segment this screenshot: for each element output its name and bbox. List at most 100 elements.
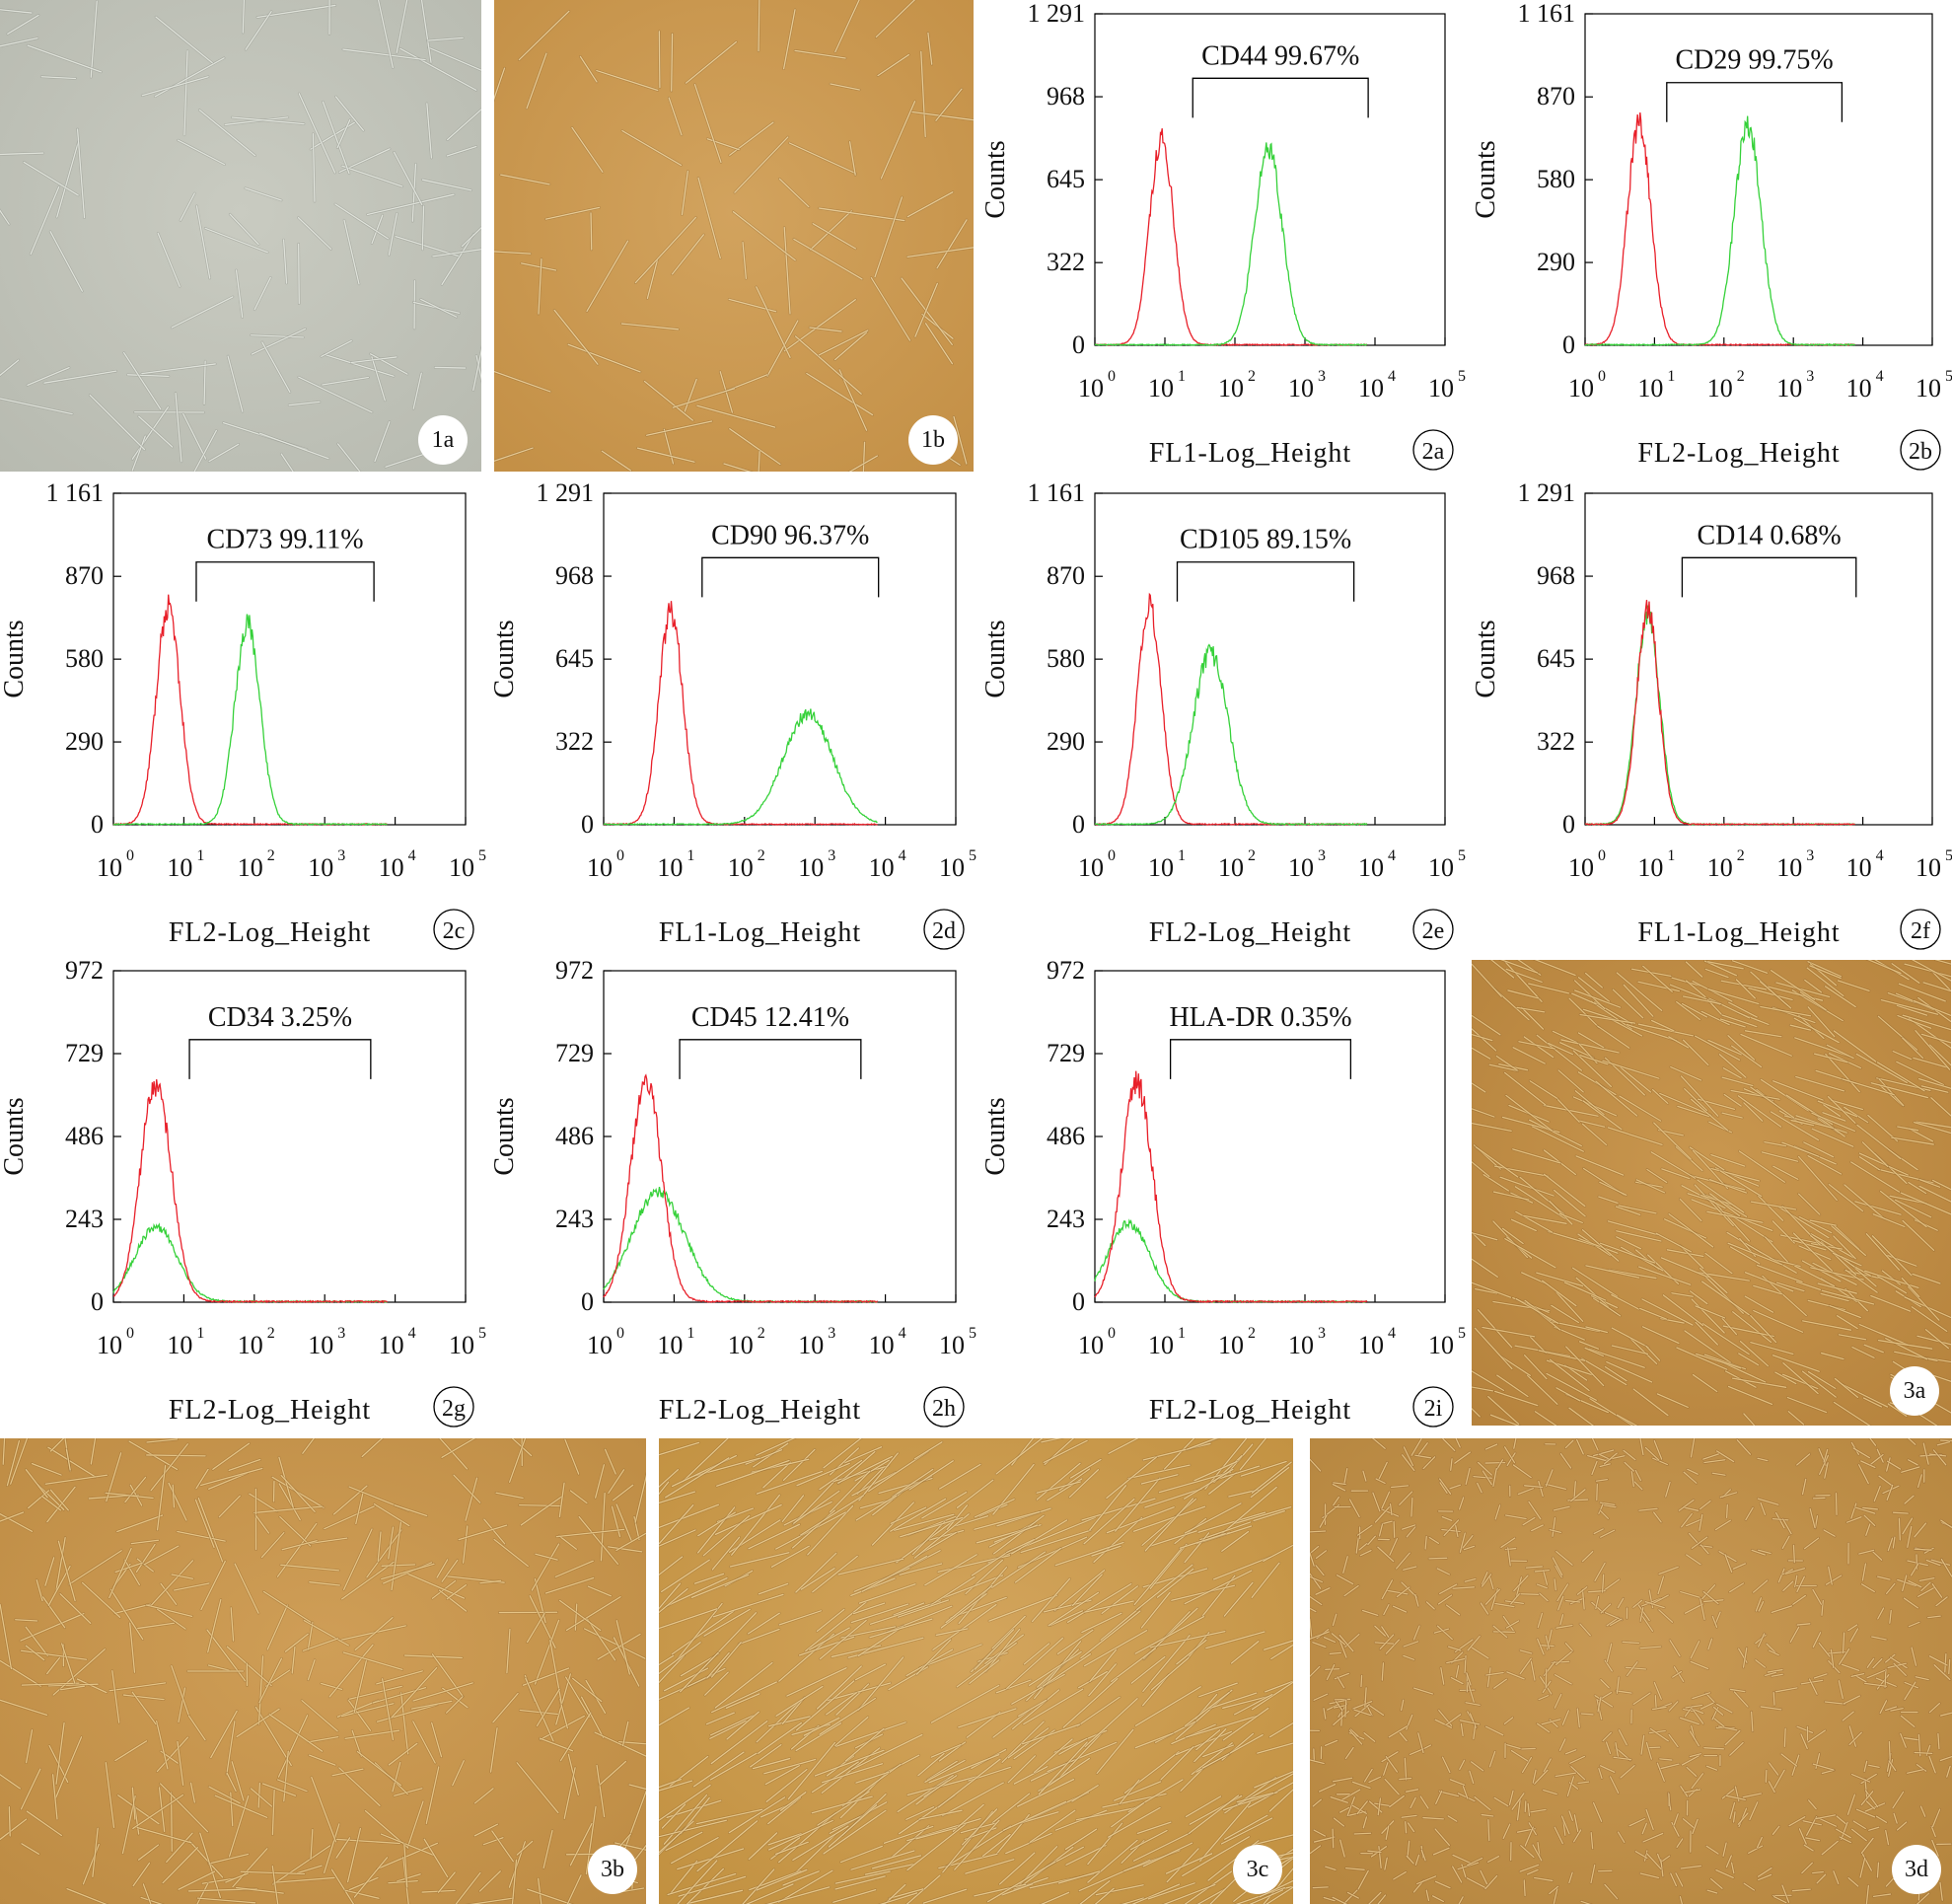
y-tick-label: 0 — [91, 1287, 104, 1316]
histogram-series — [1584, 112, 1855, 346]
panel-label: 2c — [443, 918, 466, 944]
x-tick-exponent: 1 — [1178, 1325, 1186, 1342]
gate-bracket — [1192, 77, 1369, 118]
x-tick-label: 10 — [167, 1331, 192, 1359]
y-tick-label: 0 — [581, 1287, 594, 1316]
x-tick-label: 10 — [1428, 374, 1454, 403]
x-axis-label: FL2-Log_Height — [1637, 438, 1840, 469]
x-tick-exponent: 2 — [1248, 1325, 1256, 1342]
micrograph-3a — [1472, 960, 1951, 1426]
x-tick-label: 10 — [167, 853, 192, 882]
x-tick-exponent: 5 — [1945, 847, 1952, 864]
x-tick-label: 10 — [1218, 853, 1244, 882]
panel-label-3a: 3a — [1890, 1366, 1939, 1416]
y-axis-label: Counts — [1471, 140, 1501, 218]
x-tick-label: 10 — [1637, 853, 1663, 882]
histogram-series — [603, 708, 878, 826]
x-tick-exponent: 2 — [1248, 847, 1256, 864]
gate-label: CD14 0.68% — [1697, 520, 1841, 550]
x-tick-exponent: 4 — [408, 847, 416, 864]
x-tick-label: 10 — [1218, 1331, 1244, 1359]
histogram-series — [1584, 600, 1855, 826]
y-tick-label: 0 — [1562, 330, 1575, 359]
gate-label: CD45 12.41% — [691, 1002, 849, 1033]
y-tick-label: 1 291 — [1518, 478, 1576, 507]
photo-1b: 1b — [494, 0, 974, 472]
x-tick-exponent: 3 — [1318, 1325, 1326, 1342]
y-axis-label: Counts — [489, 620, 520, 697]
y-tick-label: 290 — [1537, 248, 1575, 276]
micrograph-1b — [494, 0, 974, 472]
y-axis-label: Counts — [489, 1097, 520, 1175]
histogram-series — [1094, 643, 1368, 826]
histogram-series — [1584, 115, 1856, 346]
x-tick-exponent: 1 — [1178, 368, 1186, 385]
x-tick-label: 10 — [1916, 853, 1941, 882]
x-tick-exponent: 5 — [478, 847, 486, 864]
x-tick-exponent: 2 — [758, 847, 765, 864]
x-tick-exponent: 4 — [1388, 1325, 1396, 1342]
panel-label-circle — [1900, 909, 1941, 950]
x-tick-exponent: 3 — [1806, 847, 1814, 864]
x-tick-exponent: 5 — [969, 847, 976, 864]
x-tick-label: 10 — [449, 853, 474, 882]
x-tick-exponent: 0 — [1108, 368, 1116, 385]
x-tick-label: 10 — [308, 853, 333, 882]
y-tick-label: 645 — [1537, 644, 1575, 673]
x-tick-exponent: 4 — [1876, 847, 1884, 864]
x-tick-label: 10 — [1078, 1331, 1104, 1359]
x-tick-label: 10 — [1637, 374, 1663, 403]
y-tick-label: 243 — [1047, 1205, 1085, 1233]
y-tick-label: 729 — [1047, 1039, 1085, 1067]
chart-2a: 0 322 645 968 1 291 Counts 10 0 10 1 10 2 10 3 10 4 10 5 F… — [980, 0, 1466, 477]
x-tick-exponent: 4 — [408, 1325, 416, 1342]
x-tick-exponent: 0 — [1598, 847, 1606, 864]
x-axis-label: FL1-Log_Height — [659, 917, 861, 948]
panel-label: 2e — [1422, 918, 1445, 944]
chart-2h: 0 243 486 729 972 Counts 10 0 10 1 10 2 10 3 10 4 10 5 FL2… — [489, 956, 976, 1434]
panel-label-circle — [1900, 429, 1941, 471]
y-tick-label: 322 — [555, 727, 594, 756]
histogram-series — [1094, 592, 1368, 826]
x-tick-label: 10 — [1707, 374, 1733, 403]
x-tick-label: 10 — [379, 853, 404, 882]
x-tick-exponent: 2 — [267, 847, 275, 864]
histogram-series — [1094, 1070, 1368, 1304]
x-tick-label: 10 — [728, 853, 754, 882]
gate-bracket — [195, 561, 375, 602]
x-tick-exponent: 0 — [1598, 368, 1606, 385]
histogram-series — [112, 1222, 388, 1304]
x-axis-label: FL2-Log_Height — [1149, 1395, 1351, 1426]
x-tick-exponent: 0 — [1108, 1325, 1116, 1342]
histogram-series — [603, 1073, 879, 1304]
gate-label: CD73 99.11% — [206, 525, 363, 555]
x-tick-label: 10 — [238, 853, 263, 882]
photo-1a: 1a — [0, 0, 481, 472]
x-tick-label: 10 — [1148, 1331, 1174, 1359]
x-tick-label: 10 — [587, 853, 613, 882]
x-axis-label: FL1-Log_Height — [1637, 917, 1840, 948]
x-tick-exponent: 4 — [899, 847, 906, 864]
gate-bracket — [1681, 556, 1857, 598]
x-tick-label: 10 — [1846, 374, 1872, 403]
x-tick-label: 10 — [587, 1331, 613, 1359]
panel-label: 2b — [1909, 439, 1932, 465]
histogram-series — [1094, 142, 1368, 346]
gate-label: CD34 3.25% — [208, 1002, 352, 1033]
x-axis-label: FL2-Log_Height — [169, 917, 371, 948]
y-tick-label: 1 291 — [537, 478, 595, 507]
x-tick-exponent: 1 — [1178, 847, 1186, 864]
x-tick-label: 10 — [238, 1331, 263, 1359]
panel-label-circle — [1412, 909, 1454, 950]
x-tick-exponent: 2 — [1248, 368, 1256, 385]
y-tick-label: 322 — [1537, 727, 1575, 756]
x-tick-label: 10 — [1776, 374, 1802, 403]
y-axis-label: Counts — [980, 620, 1011, 697]
y-tick-label: 0 — [1072, 330, 1085, 359]
x-tick-exponent: 5 — [1945, 368, 1952, 385]
micrograph-3b — [0, 1438, 646, 1904]
chart-2c: 0 290 580 870 1 161 Counts 10 0 10 1 10 2 10 3 10 4 10 5 F… — [0, 478, 486, 957]
x-tick-exponent: 0 — [126, 847, 134, 864]
x-tick-exponent: 2 — [758, 1325, 765, 1342]
y-tick-label: 486 — [555, 1122, 594, 1150]
